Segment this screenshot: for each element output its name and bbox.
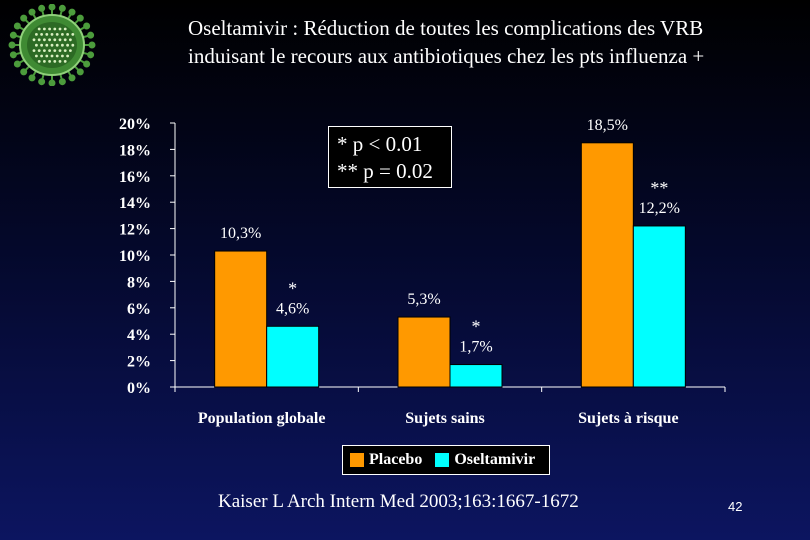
significance-box: * p < 0.01 ** p = 0.02	[328, 126, 452, 188]
virus-logo-icon	[8, 4, 96, 86]
legend-label-oseltamivir: Oseltamivir	[454, 451, 536, 468]
legend-swatch-oseltamivir	[434, 452, 451, 468]
y-tick-label: 6%	[127, 301, 151, 318]
legend-item-oseltamivir: Oseltamivir	[434, 451, 535, 469]
data-label-placebo: 5,3%	[407, 291, 440, 308]
bar-series	[214, 142, 686, 388]
y-tick-label: 2%	[127, 354, 151, 371]
x-axis: Population globale Sujets sains Sujets à r…	[174, 386, 726, 427]
bar-placebo-2	[397, 316, 451, 388]
title-line-2: induisant le recours aux antibiotiques c…	[188, 44, 705, 68]
data-label-oseltamivir: 12,2%	[639, 200, 680, 217]
x-category-label: Sujets à risque	[578, 410, 678, 427]
x-category-label: Population globale	[198, 410, 326, 427]
page-number: 42	[728, 499, 743, 514]
significance-line-1: * p < 0.01	[337, 132, 423, 156]
data-labels: 10,3% 4,6% * 5,3% 1,7% * 18,5% 12,2% **	[220, 117, 680, 356]
slide-title: Oseltamivir : Réduction de toutes les co…	[188, 14, 798, 70]
y-tick-label: 14%	[119, 195, 151, 212]
y-tick-label: 8%	[127, 274, 151, 291]
bar-oseltamivir-3	[632, 225, 686, 388]
significance-line-2: ** p = 0.02	[337, 159, 433, 183]
data-label-placebo: 10,3%	[220, 225, 261, 242]
y-axis: 0% 2% 4% 6% 8% 10% 12% 14% 16% 18% 20%	[119, 116, 176, 397]
data-label-placebo: 18,5%	[587, 117, 628, 134]
significance-marker: **	[650, 178, 668, 198]
y-tick-label: 12%	[119, 222, 151, 239]
y-tick-label: 16%	[119, 169, 151, 186]
bar-oseltamivir-1	[266, 325, 320, 388]
bar-oseltamivir-2	[449, 364, 503, 388]
legend-item-placebo: Placebo	[349, 451, 422, 469]
bar-placebo-3	[580, 142, 634, 388]
significance-marker: *	[472, 317, 481, 337]
data-label-oseltamivir: 4,6%	[276, 300, 309, 317]
y-tick-label: 18%	[119, 142, 151, 159]
citation: Kaiser L Arch Intern Med 2003;163:1667-1…	[218, 491, 579, 512]
title-line-1: Oseltamivir : Réduction de toutes les co…	[188, 16, 704, 40]
x-category-label: Sujets sains	[405, 410, 485, 427]
chart-legend: Placebo Oseltamivir	[342, 445, 550, 475]
data-label-oseltamivir: 1,7%	[459, 339, 492, 356]
legend-swatch-placebo	[349, 452, 365, 468]
y-tick-label: 0%	[127, 380, 151, 397]
y-tick-label: 4%	[127, 327, 151, 344]
bar-placebo-1	[214, 250, 268, 388]
y-tick-label: 10%	[119, 248, 151, 265]
legend-label-placebo: Placebo	[369, 451, 423, 468]
significance-marker: *	[288, 278, 297, 298]
y-tick-label: 20%	[119, 116, 151, 133]
